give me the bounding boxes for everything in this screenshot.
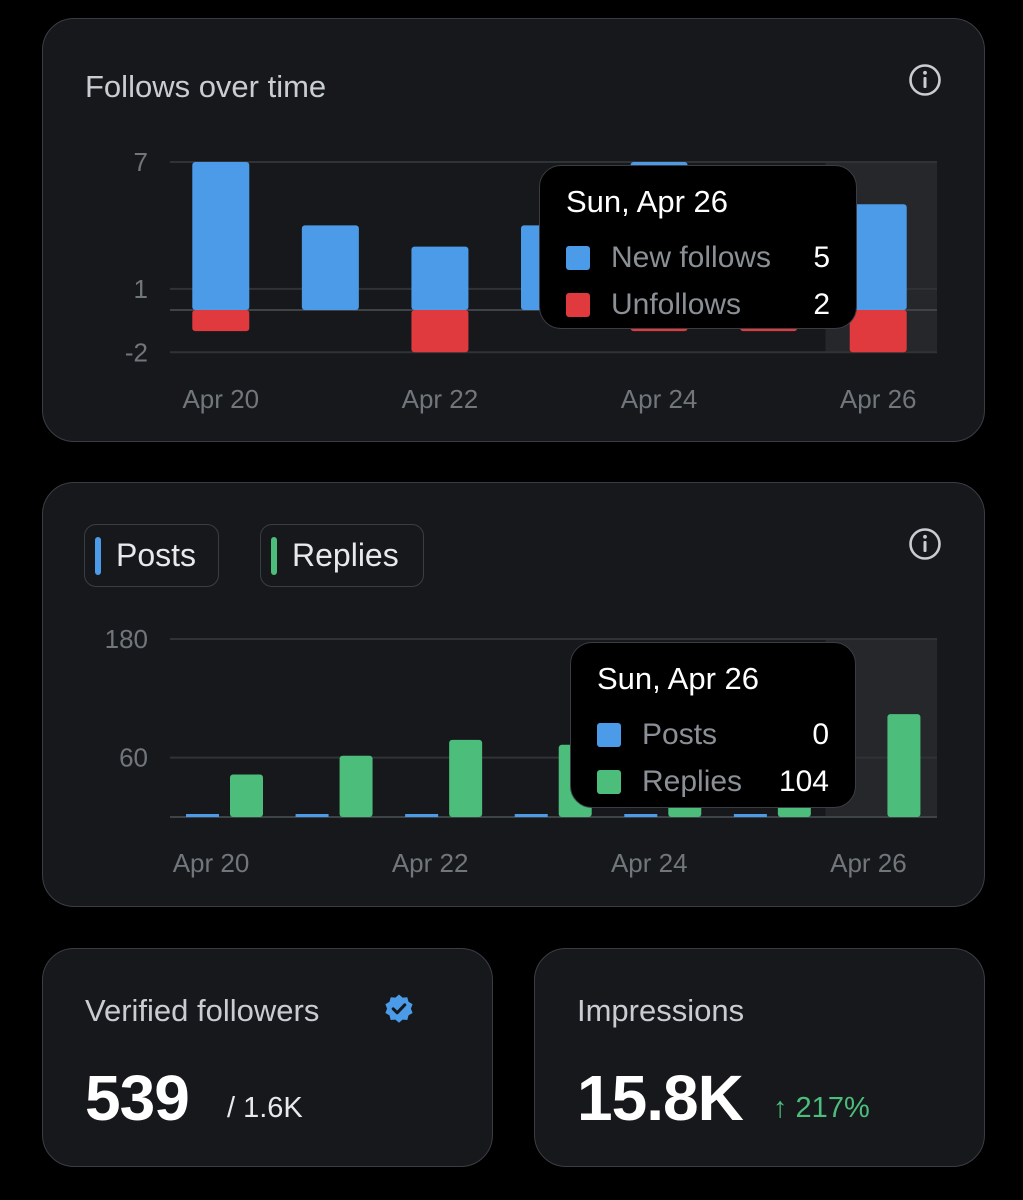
legend-chip-posts[interactable]: Posts [84, 524, 219, 587]
bar-replies-apr-22 [449, 739, 483, 817]
posts-swatch [597, 722, 621, 747]
bar-posts-apr-25 [733, 814, 767, 817]
follows-tooltip: Sun, Apr 26 New follows 5 Unfollows 2 [539, 165, 857, 329]
bar-unfollows-apr-22 [411, 310, 469, 353]
x-tick-label: Apr 20 [173, 848, 250, 878]
info-icon[interactable] [908, 527, 942, 561]
legend-label-posts: Posts [116, 537, 197, 573]
legend-chip-replies[interactable]: Replies [260, 524, 424, 587]
tooltip-label: Replies [642, 764, 743, 798]
x-tick-label: Apr 24 [621, 384, 698, 414]
bar-new-follows-apr-22 [411, 246, 469, 310]
y-tick-label: 60 [119, 743, 148, 773]
total-followers: / 1.6K [227, 1092, 303, 1124]
posts-replies-card: Posts Replies 180 60 Apr 20 Apr 22 Apr 24 Apr… [42, 482, 985, 907]
x-tick-label: Apr 20 [182, 384, 259, 414]
tooltip-row-replies: Replies 104 [597, 758, 829, 805]
bar-replies-apr-20 [230, 774, 263, 817]
impressions-title: Impressions [577, 993, 745, 1028]
bar-replies-apr-26 [887, 714, 921, 817]
verified-badge-icon [385, 994, 413, 1023]
verified-followers-count: 539 [85, 1062, 190, 1134]
bar-new-follows-apr-21 [301, 225, 359, 310]
bar-unfollows-apr-20 [192, 310, 250, 332]
tooltip-date: Sun, Apr 26 [597, 661, 760, 696]
replies-swatch [597, 769, 621, 794]
x-tick-label: Apr 26 [830, 848, 907, 878]
bar-posts-apr-20 [186, 814, 219, 817]
tooltip-label: Unfollows [611, 287, 742, 321]
tooltip-value: 2 [813, 287, 830, 321]
bar-new-follows-apr-20 [192, 162, 250, 310]
y-tick-label: -2 [125, 337, 148, 367]
tooltip-row-posts: Posts 0 [597, 711, 829, 758]
tooltip-row-unfollows: Unfollows 2 [566, 281, 830, 328]
tooltip-value: 5 [813, 240, 830, 274]
y-tick-label: 7 [134, 147, 148, 177]
posts-legend-bar [95, 536, 101, 575]
tooltip-value: 104 [778, 764, 829, 798]
new-follows-swatch [566, 245, 590, 270]
impressions-count: 15.8K [577, 1062, 744, 1134]
y-tick-label: 180 [105, 624, 148, 654]
tooltip-label: New follows [611, 240, 772, 274]
bar-unfollows-apr-26 [849, 310, 907, 353]
tooltip-value: 0 [812, 717, 829, 751]
bar-new-follows-apr-26 [849, 204, 907, 310]
bar-replies-apr-21 [339, 755, 373, 817]
bar-posts-apr-22 [405, 814, 439, 817]
x-tick-label: Apr 24 [611, 848, 688, 878]
follows-over-time-card: Follows over time 7 1 -2 Apr 20 Apr 22 Apr 24… [42, 18, 985, 442]
bar-posts-apr-23 [514, 814, 548, 817]
tooltip-row-new-follows: New follows 5 [566, 234, 830, 281]
tooltip-label: Posts [642, 717, 718, 751]
activity-tooltip: Sun, Apr 26 Posts 0 Replies 104 [570, 642, 856, 808]
legend-label-replies: Replies [292, 537, 399, 573]
impressions-change: ↑ 217% [773, 1092, 870, 1124]
info-icon[interactable] [908, 63, 942, 97]
x-tick-label: Apr 22 [402, 384, 479, 414]
y-tick-label: 1 [134, 274, 148, 304]
follows-card-title: Follows over time [85, 69, 327, 104]
unfollows-swatch [566, 292, 590, 317]
x-tick-label: Apr 26 [840, 384, 917, 414]
verified-followers-card[interactable]: Verified followers 539 / 1.6K [42, 948, 493, 1167]
x-tick-label: Apr 22 [392, 848, 469, 878]
verified-followers-title: Verified followers [85, 993, 320, 1028]
replies-legend-bar [271, 536, 277, 575]
bar-posts-apr-21 [295, 814, 329, 817]
bar-posts-apr-24 [624, 814, 658, 817]
tooltip-date: Sun, Apr 26 [566, 184, 729, 219]
impressions-card[interactable]: Impressions 15.8K ↑ 217% [534, 948, 985, 1167]
